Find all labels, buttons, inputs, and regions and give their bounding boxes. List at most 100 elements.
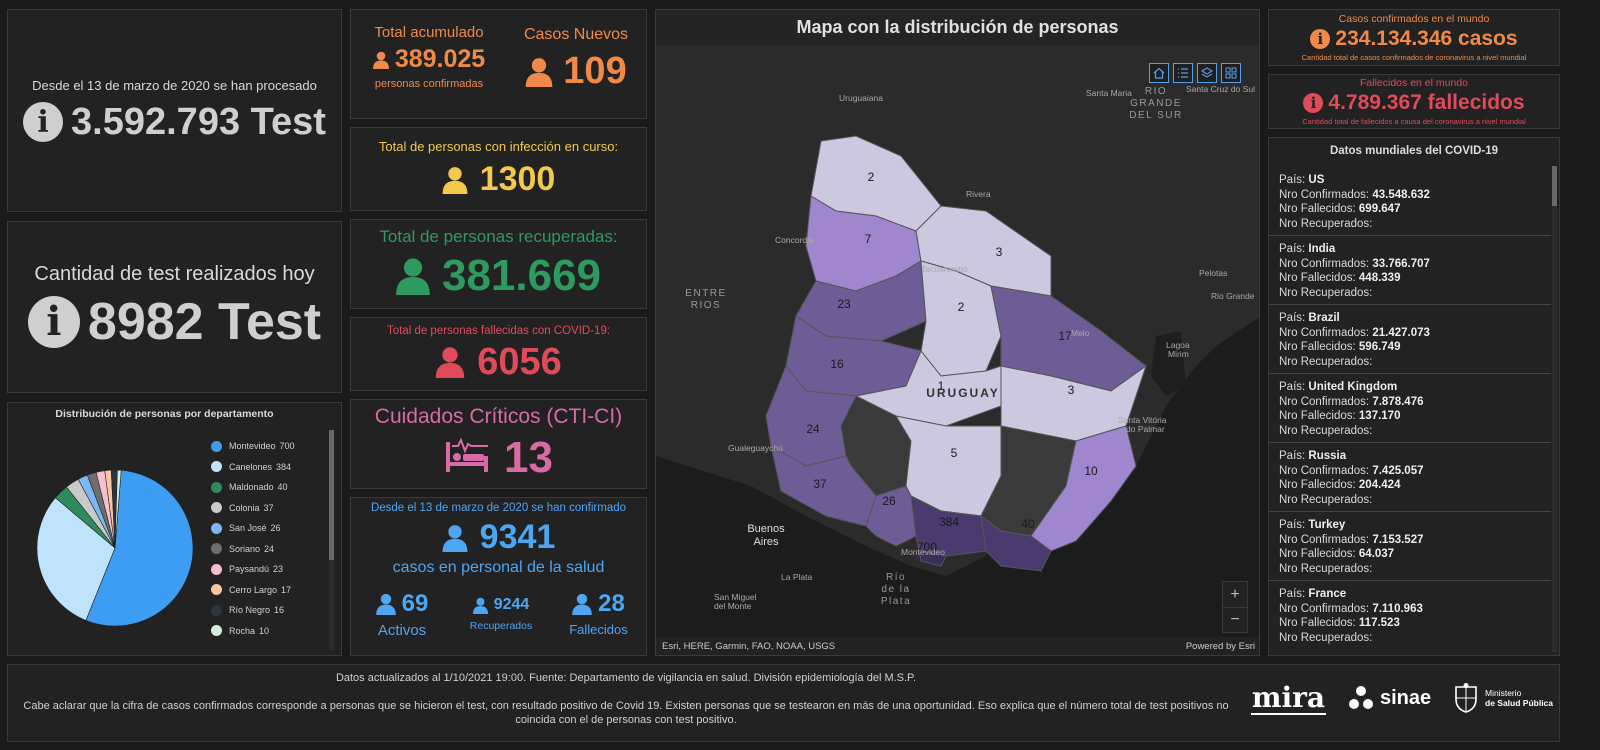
- country-deaths: 596.749: [1358, 341, 1401, 353]
- legend-label: Colonia: [229, 502, 260, 513]
- legend-item[interactable]: Río Negro 16: [211, 600, 323, 621]
- country-label: País:: [1279, 450, 1306, 462]
- place-rio-plata-3: Plata: [881, 596, 911, 607]
- pie-slice-montevideo[interactable]: [85, 469, 194, 627]
- legend-item[interactable]: San José 26: [211, 518, 323, 539]
- confirmed-label: Nro Confirmados:: [1279, 326, 1370, 339]
- label-florida: 5: [951, 446, 958, 460]
- world-list-scrollbar[interactable]: [1552, 166, 1557, 652]
- map-canvas[interactable]: 2 7 3 23 2 17 16 1 3 24 5 10 37 26 384 4…: [656, 46, 1260, 641]
- label-paysandu: 23: [837, 297, 851, 311]
- lagoon: [1151, 331, 1186, 396]
- dept-montevideo[interactable]: [915, 535, 947, 567]
- grid-icon[interactable]: [1221, 63, 1241, 83]
- legend-value: 10: [259, 625, 270, 636]
- hospital-bed-icon: [444, 436, 490, 479]
- world-confirmed-sub: Cantidad total de casos confirmados de c…: [1301, 53, 1527, 62]
- list-icon[interactable]: [1173, 63, 1193, 83]
- legend-scrollbar-thumb[interactable]: [329, 430, 334, 560]
- info-icon: i: [1310, 29, 1331, 49]
- place-gualeguaychu: Gualeguaychú: [728, 443, 783, 453]
- new-cases-title: Casos Nuevos: [523, 26, 629, 43]
- pie-chart-panel: Distribución de personas por departament…: [7, 402, 342, 656]
- recovered-label: Nro Recuperados:: [1279, 493, 1373, 506]
- country-confirmed: 7.110.963: [1372, 602, 1423, 615]
- label-salto: 7: [865, 232, 872, 246]
- home-icon[interactable]: [1149, 63, 1169, 83]
- dept-durazno[interactable]: [854, 350, 1002, 427]
- active-panel: Total de personas con infección en curso…: [350, 127, 647, 211]
- country-name: Brazil: [1308, 312, 1340, 324]
- critical-value: 13: [504, 433, 553, 482]
- legend-item[interactable]: Cerro Largo 17: [211, 580, 323, 601]
- legend-item[interactable]: Canelones 384: [211, 457, 323, 478]
- label-maldonado: 40: [1021, 517, 1035, 531]
- accumulated-value: 389.025: [394, 45, 486, 73]
- deaths-label: Nro Fallecidos:: [1279, 341, 1356, 353]
- layers-icon[interactable]: [1197, 63, 1217, 83]
- country-item[interactable]: País: India Nro Confirmados: 33.766.707 Nr…: [1269, 236, 1551, 305]
- place-buenos-1: Buenos: [747, 523, 785, 535]
- legend-label: Rocha: [229, 625, 256, 636]
- tests-total-panel: Desde el 13 de marzo de 2020 se han proc…: [7, 9, 342, 212]
- country-item[interactable]: País: France Nro Confirmados: 7.110.963 Nr…: [1269, 581, 1551, 647]
- label-colonia: 37: [813, 477, 827, 491]
- country-item[interactable]: País: Russia Nro Confirmados: 7.425.057 Nr…: [1269, 443, 1551, 512]
- country-label: País:: [1279, 243, 1306, 255]
- place-rio-grande-1: RIO: [1145, 86, 1167, 97]
- critical-care-panel: Cuidados Críticos (CTI-CI) 13: [350, 399, 647, 489]
- place-san-miguel-1: San Miguel: [714, 592, 757, 602]
- place-rio-plata-2: de la: [881, 584, 910, 595]
- legend-item[interactable]: Montevideo 700: [211, 436, 323, 457]
- staff-recovered-value: 9244: [493, 596, 530, 613]
- zoom-out-button[interactable]: −: [1230, 611, 1240, 628]
- legend-swatch: [211, 440, 222, 452]
- legend-value: 23: [273, 564, 284, 575]
- legend-item[interactable]: Colonia 37: [211, 498, 323, 519]
- legend-swatch: [211, 563, 222, 575]
- health-staff-recovered: 9244 Recuperados: [456, 596, 546, 632]
- world-list-scrollbar-thumb[interactable]: [1552, 166, 1557, 206]
- legend-item[interactable]: Rocha 10: [211, 621, 323, 642]
- ministerio-logo: Ministerio de Salud Pública: [1453, 683, 1553, 713]
- recovered-title: Total de personas recuperadas:: [379, 227, 618, 246]
- ministerio-line-2: de Salud Pública: [1485, 698, 1554, 708]
- country-deaths: 117.523: [1358, 617, 1400, 629]
- world-country-list[interactable]: País: US Nro Confirmados: 43.548.632 Nro F…: [1269, 167, 1551, 647]
- zoom-in-button[interactable]: +: [1223, 582, 1247, 608]
- country-deaths: 699.647: [1358, 203, 1401, 215]
- map-powered-by[interactable]: Powered by Esri: [1185, 640, 1255, 652]
- footer-note: Cabe aclarar que la cifra de casos confi…: [23, 700, 1229, 726]
- country-item[interactable]: País: United Kingdom Nro Confirmados: 7.8…: [1269, 374, 1551, 443]
- country-item[interactable]: País: Brazil Nro Confirmados: 21.427.073 N…: [1269, 305, 1551, 374]
- pie-slice-canelones[interactable]: [36, 497, 116, 621]
- info-icon: i: [23, 102, 64, 142]
- country-confirmed: 33.766.707: [1372, 257, 1430, 270]
- place-santa-vitoria-2: do Palmar: [1126, 424, 1165, 434]
- deceased-panel: Total de personas fallecidas con COVID-1…: [350, 317, 647, 391]
- country-item[interactable]: País: US Nro Confirmados: 43.548.632 Nro F…: [1269, 167, 1551, 236]
- dept-rocha[interactable]: [1030, 425, 1137, 552]
- recovered-label: Nro Recuperados:: [1279, 217, 1373, 230]
- recovered-label: Nro Recuperados:: [1279, 355, 1373, 368]
- legend-label: Canelones: [229, 461, 273, 472]
- legend-item[interactable]: Soriano 24: [211, 539, 323, 560]
- map-attribution[interactable]: Esri, HERE, Garmin, FAO, NOAA, USGS: [662, 640, 836, 652]
- health-staff-title: Desde el 13 de marzo de 2020 se han conf…: [370, 502, 627, 514]
- legend-item[interactable]: Maldonado 40: [211, 477, 323, 498]
- world-list-panel: Datos mundiales del COVID-19 País: US Nro…: [1268, 137, 1560, 656]
- country-item[interactable]: País: Turkey Nro Confirmados: 7.153.527 Nr…: [1269, 512, 1551, 581]
- place-santa-maria: Santa Maria: [1086, 88, 1132, 98]
- legend-value: 384: [276, 461, 292, 472]
- info-icon: i: [27, 295, 80, 348]
- deaths-label: Nro Fallecidos:: [1279, 272, 1356, 284]
- country-confirmed: 7.425.057: [1372, 464, 1424, 477]
- place-melo: Melo: [1071, 328, 1090, 338]
- legend-item[interactable]: Paysandú 23: [211, 559, 323, 580]
- place-pelotas: Pelotas: [1199, 268, 1227, 278]
- recovered-label: Nro Recuperados:: [1279, 562, 1373, 575]
- label-treinta-y-tres: 3: [1068, 383, 1075, 397]
- pie-slice-rocha[interactable]: [114, 469, 122, 549]
- legend-scrollbar[interactable]: [329, 430, 334, 650]
- dept-maldonado[interactable]: [980, 514, 1052, 572]
